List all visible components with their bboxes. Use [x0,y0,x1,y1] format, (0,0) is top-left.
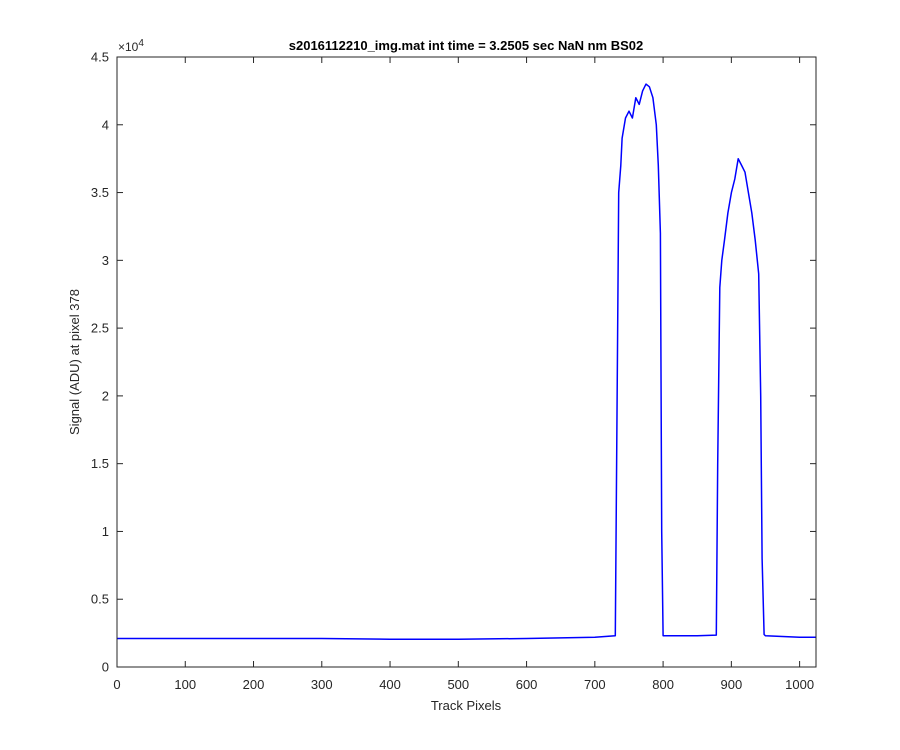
y-tick-label: 0.5 [91,592,109,607]
y-tick-label: 4 [102,117,109,132]
y-exponent-base: ×10 [118,40,139,54]
x-tick-label: 900 [721,677,743,692]
x-tick-label: 500 [447,677,469,692]
y-axis-label: Signal (ADU) at pixel 378 [67,289,82,435]
plot-area: 0 100 200 300 400 500 600 700 800 900 1000 0 0.5 1 1.5… [91,50,817,692]
y-tick-label: 4.5 [91,50,109,65]
y-tick-label: 1.5 [91,456,109,471]
y-tick-label: 2.5 [91,321,109,336]
x-tick-label: 800 [652,677,674,692]
x-tick-label: 0 [113,677,120,692]
x-tick-label: 600 [516,677,538,692]
y-tick-label: 0 [102,660,109,675]
axes-box [116,56,817,668]
x-tick-label: 700 [584,677,606,692]
y-tick-label: 2 [102,388,109,403]
x-tick-label: 1000 [785,677,814,692]
x-tick-label: 400 [379,677,401,692]
series-line-0 [117,83,816,640]
chart-title: s2016112210_img.mat int time = 3.2505 se… [289,38,643,53]
x-tick-label: 200 [243,677,265,692]
y-tick-label: 1 [102,524,109,539]
y-tick-label: 3 [102,253,109,268]
y-exponent-power: 4 [138,38,144,49]
x-axis-label: Track Pixels [431,698,502,713]
x-tick-label: 100 [174,677,196,692]
y-exponent-label: ×104 [118,38,144,54]
y-tick-label: 3.5 [91,185,109,200]
x-tick-label: 300 [311,677,333,692]
